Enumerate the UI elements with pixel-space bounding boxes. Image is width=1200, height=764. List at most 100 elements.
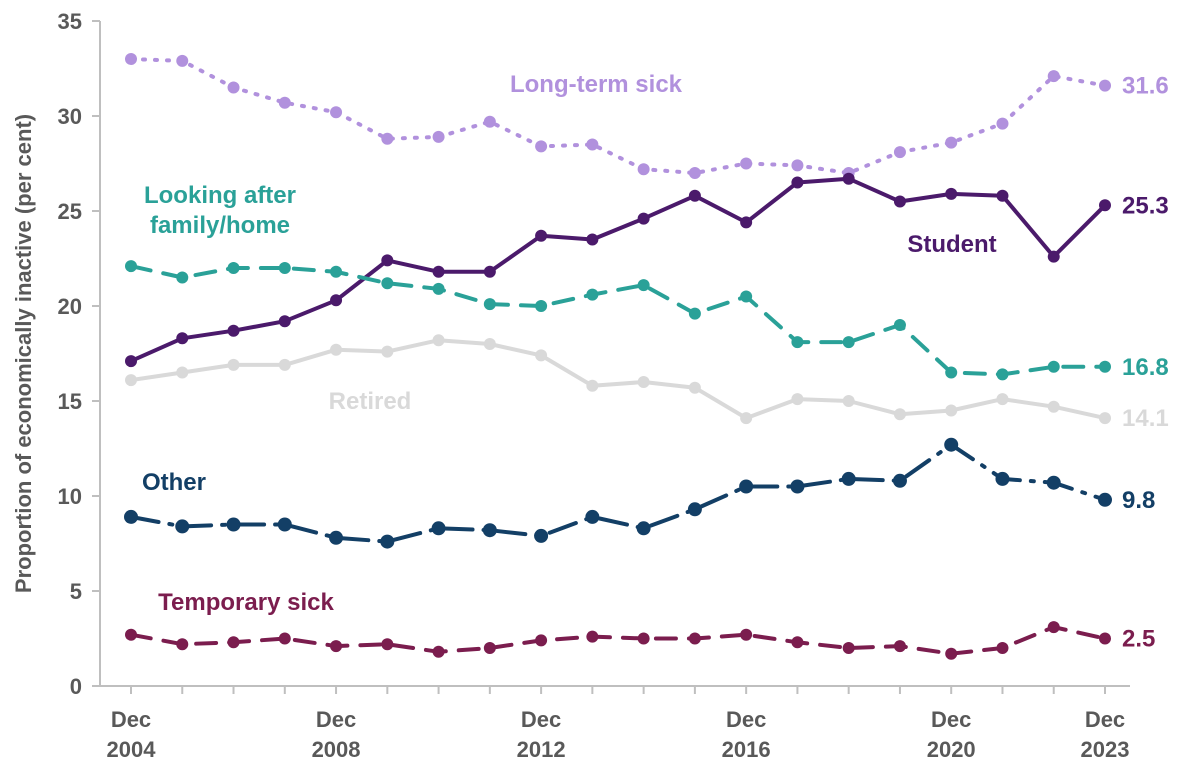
data-point-retired (586, 379, 599, 392)
data-point-temporary_sick (1099, 632, 1111, 645)
data-point-looking_after_family (1047, 360, 1060, 373)
data-point-retired (842, 395, 855, 407)
x-tick-label: Dec 2023 (1081, 707, 1130, 762)
data-point-long_term_sick (740, 157, 753, 170)
data-point-retired (945, 404, 958, 417)
data-point-temporary_sick (330, 640, 343, 653)
y-tick-label: 0 (70, 674, 82, 699)
data-point-looking_after_family (125, 260, 137, 273)
data-point-temporary_sick (125, 628, 137, 641)
series-other (124, 437, 1112, 549)
series-line-retired (129, 338, 1107, 421)
data-point-long_term_sick (1099, 79, 1111, 92)
data-point-retired (176, 366, 189, 379)
data-point-other (1046, 475, 1061, 490)
y-tick-label: 30 (58, 104, 82, 129)
data-point-other (995, 471, 1010, 486)
x-tick-label: Dec 2004 (107, 707, 157, 762)
end-value-label-looking_after_family: 16.8 (1122, 354, 1169, 381)
data-point-student (996, 189, 1009, 202)
data-point-looking_after_family (483, 298, 496, 311)
data-point-looking_after_family (1099, 360, 1111, 373)
y-tick-label: 5 (70, 579, 82, 604)
data-point-other (585, 509, 600, 524)
series-name-label-temporary_sick: Temporary sick (158, 589, 334, 616)
series-line-temporary_sick (129, 625, 1107, 656)
data-point-other (636, 521, 651, 536)
data-point-looking_after_family (791, 336, 804, 349)
data-point-temporary_sick (381, 638, 394, 651)
data-point-looking_after_family (637, 279, 650, 292)
y-tick-label: 25 (58, 199, 82, 224)
data-point-other (380, 534, 395, 549)
data-point-long_term_sick (586, 138, 599, 151)
data-point-long_term_sick (330, 106, 343, 119)
series-line-long_term_sick (129, 57, 1107, 175)
data-point-temporary_sick (432, 645, 445, 658)
data-point-student (791, 176, 804, 189)
data-point-retired (791, 393, 804, 406)
data-point-student (637, 212, 650, 225)
data-point-temporary_sick (176, 638, 189, 651)
data-point-other (226, 517, 241, 532)
x-tick-label: Dec 2008 (312, 707, 361, 762)
end-value-label-long_term_sick: 31.6 (1122, 73, 1169, 100)
data-point-temporary_sick (945, 647, 958, 660)
series-line-student (129, 176, 1107, 364)
data-point-retired (125, 374, 137, 387)
chart-axes: 0 5 10 15 20 25 30 35 Dec 2004 Dec 2008 Dec 2012 Dec 20… (11, 9, 1130, 762)
data-point-student (330, 294, 343, 307)
data-point-looking_after_family (586, 288, 599, 301)
data-point-long_term_sick (176, 54, 189, 67)
data-point-looking_after_family (842, 336, 855, 349)
data-point-temporary_sick (791, 636, 804, 649)
data-point-student (278, 315, 291, 328)
data-point-retired (381, 345, 394, 358)
chart-series (124, 53, 1112, 660)
series-name-label-looking_after_family: Looking after family/home (144, 182, 296, 239)
data-point-other (175, 519, 190, 534)
data-point-student (586, 233, 599, 246)
data-point-retired (432, 334, 445, 347)
data-point-long_term_sick (535, 140, 548, 153)
data-point-other (534, 528, 549, 543)
x-tick-label: Dec 2012 (517, 707, 566, 762)
y-tick-label: 20 (58, 294, 82, 319)
data-point-temporary_sick (227, 636, 240, 649)
data-point-long_term_sick (278, 96, 291, 109)
data-point-student (432, 265, 445, 278)
data-point-student (740, 216, 753, 229)
data-point-other (944, 437, 959, 452)
data-point-temporary_sick (740, 628, 753, 641)
y-tick-label: 35 (58, 9, 82, 34)
data-point-retired (278, 358, 291, 371)
data-point-retired (483, 338, 496, 350)
data-point-long_term_sick (483, 115, 496, 128)
end-value-label-retired: 14.1 (1122, 405, 1169, 432)
x-tick-label: Dec 2020 (927, 707, 976, 762)
data-point-student (688, 189, 701, 202)
data-point-other (687, 502, 702, 517)
data-point-looking_after_family (381, 277, 394, 290)
data-point-looking_after_family (278, 262, 291, 274)
data-point-temporary_sick (996, 642, 1009, 654)
data-point-temporary_sick (688, 632, 701, 645)
series-student (125, 172, 1111, 368)
series-line-looking_after_family (129, 264, 1107, 377)
y-axis-title: Proportion of economically inactive (per… (11, 114, 36, 593)
series-long_term_sick (125, 53, 1111, 179)
data-point-student (1099, 199, 1111, 212)
data-point-temporary_sick (278, 632, 291, 645)
series-name-label-student: Student (907, 231, 996, 258)
data-point-retired (330, 343, 343, 356)
series-temporary_sick (125, 621, 1111, 660)
data-point-long_term_sick (996, 117, 1009, 130)
data-point-retired (535, 349, 548, 362)
data-point-long_term_sick (1047, 70, 1060, 83)
data-point-temporary_sick (637, 632, 650, 645)
data-point-retired (996, 393, 1009, 406)
data-point-temporary_sick (893, 640, 906, 653)
data-point-long_term_sick (945, 136, 958, 149)
series-name-label-retired: Retired (329, 388, 412, 415)
data-point-student (381, 254, 394, 267)
